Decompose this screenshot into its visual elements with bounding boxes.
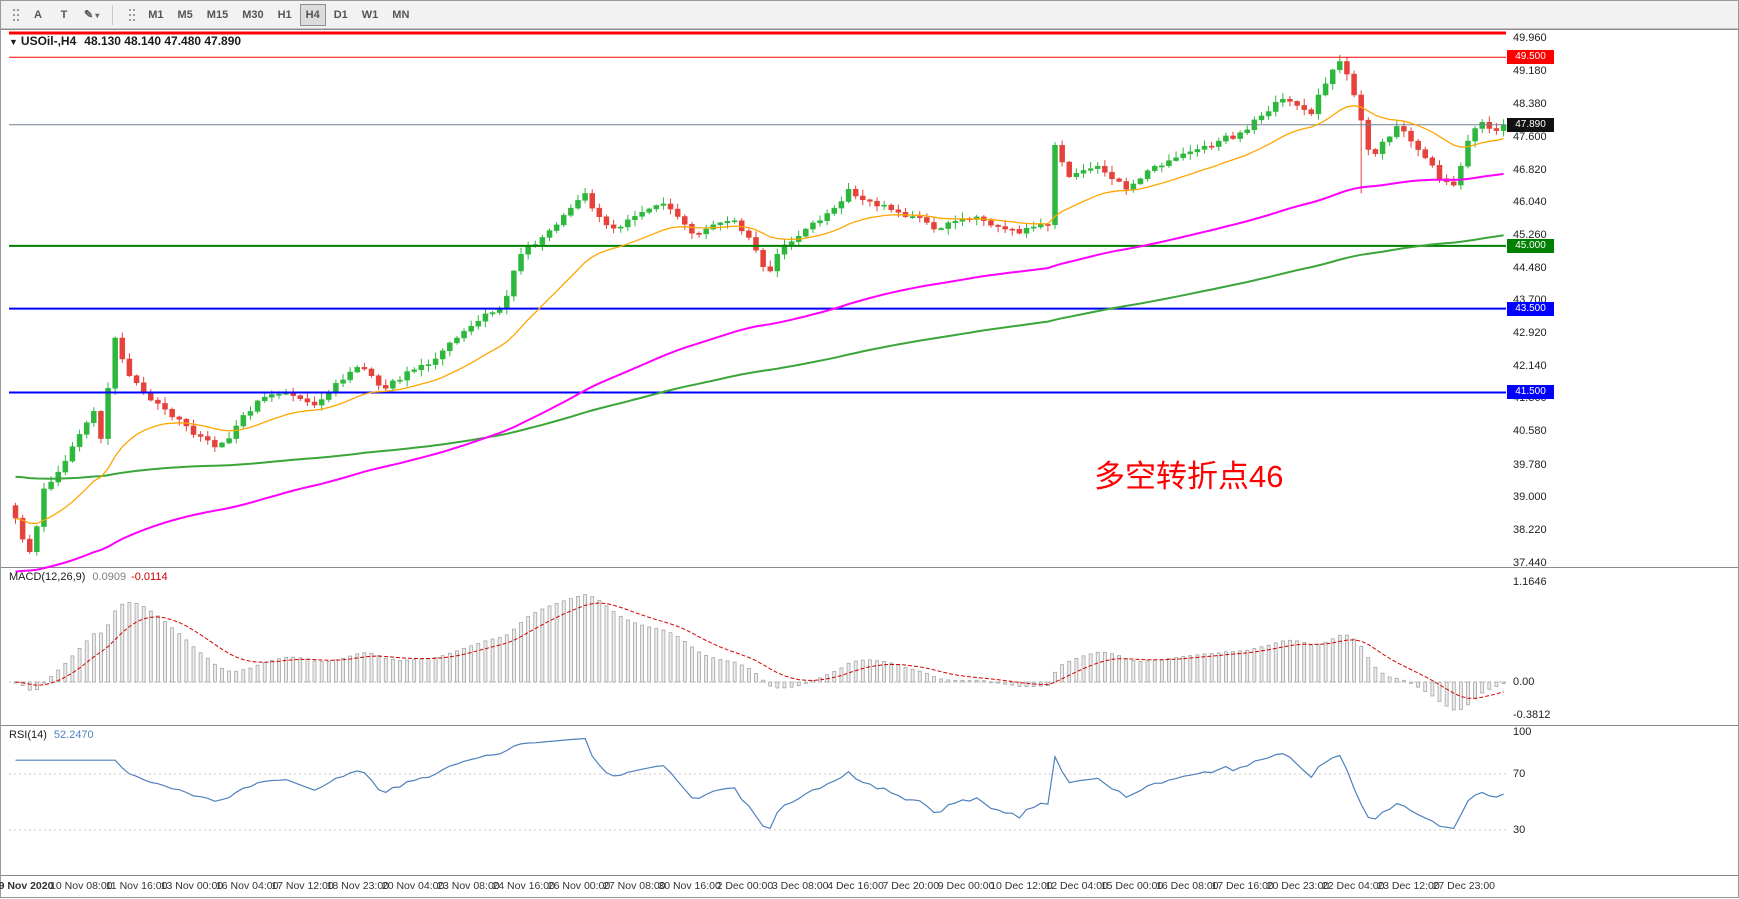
timeframe-button-m5[interactable]: M5	[172, 4, 199, 26]
timeframe-button-w1[interactable]: W1	[356, 4, 385, 26]
pencil-icon: ✎	[84, 9, 94, 21]
timeframe-button-h1[interactable]: H1	[272, 4, 298, 26]
rsi-value: 52.2470	[53, 729, 94, 741]
macd-indicator-label: MACD(12,26,9) 0.0909 -0.0114	[9, 571, 168, 583]
ohlc-values: 48.130 48.140 47.480 47.890	[84, 34, 242, 48]
timeframe-toolbar-drag-handle[interactable]	[123, 6, 137, 24]
toolbar: A T ✎ ▾ M1 M5 M15 M30 H1 H4 D1 W1 MN	[1, 1, 1738, 29]
rsi-indicator-label: RSI(14) 52.2470	[9, 729, 94, 741]
timeframe-button-m30[interactable]: M30	[236, 4, 269, 26]
macd-main-value: 0.0909	[92, 571, 127, 583]
toolbar-drag-handle[interactable]	[7, 6, 21, 24]
macd-name: MACD(12,26,9)	[9, 571, 86, 583]
collapse-triangle-icon[interactable]: ▼	[9, 37, 18, 47]
timeframe-button-mn[interactable]: MN	[386, 4, 415, 26]
symbol-timeframe-label: USOil-,H4	[20, 34, 77, 48]
chevron-down-icon: ▾	[95, 11, 100, 20]
chart-title: ▼ USOil-,H4 48.130 48.140 47.480 47.890	[9, 34, 241, 48]
timeframe-button-d1[interactable]: D1	[328, 4, 354, 26]
timeframe-group: M1 M5 M15 M30 H1 H4 D1 W1 MN	[141, 3, 416, 26]
drag-dots-icon	[13, 13, 15, 16]
timeframe-button-m15[interactable]: M15	[201, 4, 234, 26]
chart-text-annotation: 多空转折点46	[1094, 459, 1284, 494]
macd-signal-value: -0.0114	[131, 571, 168, 583]
rsi-name: RSI(14)	[9, 729, 47, 741]
drawing-style-button[interactable]: ✎ ▾	[78, 4, 105, 26]
drag-dots-icon	[129, 13, 132, 16]
text-tool-button[interactable]: T	[52, 4, 76, 26]
arrow-tool-button[interactable]: A	[26, 4, 50, 26]
timeframe-button-h4[interactable]: H4	[299, 3, 326, 26]
toolbar-separator	[112, 4, 114, 25]
timeframe-button-m1[interactable]: M1	[142, 4, 169, 26]
